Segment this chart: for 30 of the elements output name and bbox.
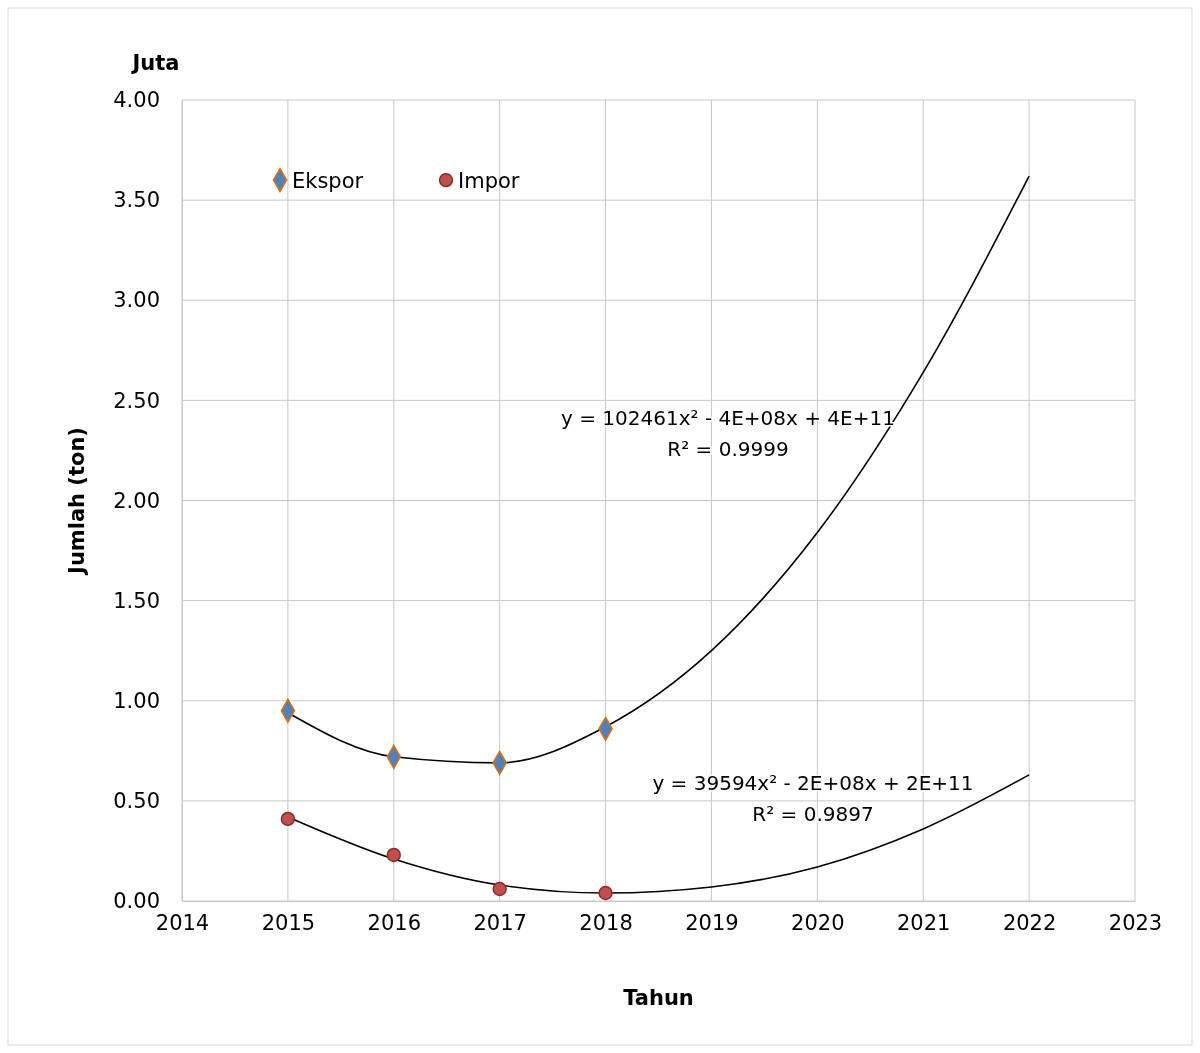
x-tick-label: 2023 [1108,910,1163,935]
x-tick-label: 2015 [261,910,316,935]
text: Juta [130,51,180,75]
point [386,847,401,863]
legend-label: Impor [458,169,520,194]
y-tick-label: 0.50 [113,789,160,814]
y-tick-label: 2.00 [113,488,160,513]
x-tick-label: 2022 [1002,910,1057,935]
x-tick-label: 2018 [579,910,633,935]
point [598,885,613,901]
annotation: y = 102461x² - 4E+08x + 4E+11 [561,406,895,430]
y-tick-label: 1.00 [113,688,160,713]
x-tick-label: 2017 [473,910,527,935]
point [492,881,507,897]
y-axis-title: Jumlah (ton) [65,427,89,576]
x-tick-label: 2016 [367,910,421,935]
annotation: R² = 0.9897 [752,802,874,826]
y-tick-label: 1.50 [113,588,160,613]
y-tick-label: 4.00 [113,88,160,113]
annotation: R² = 0.9999 [667,437,789,461]
y-tick-label: 2.50 [113,388,160,413]
y-tick-label: 3.50 [113,188,160,213]
x-tick-label: 2019 [685,910,739,935]
x-tick-label: 2021 [897,910,951,935]
y-tick-label: 3.00 [113,288,160,313]
x-tick-label: 2020 [791,910,845,935]
x-axis-title: Tahun [623,986,694,1010]
annotation: y = 39594x² - 2E+08x + 2E+11 [652,771,974,795]
point [280,811,296,827]
legend-label: Ekspor [292,169,364,194]
